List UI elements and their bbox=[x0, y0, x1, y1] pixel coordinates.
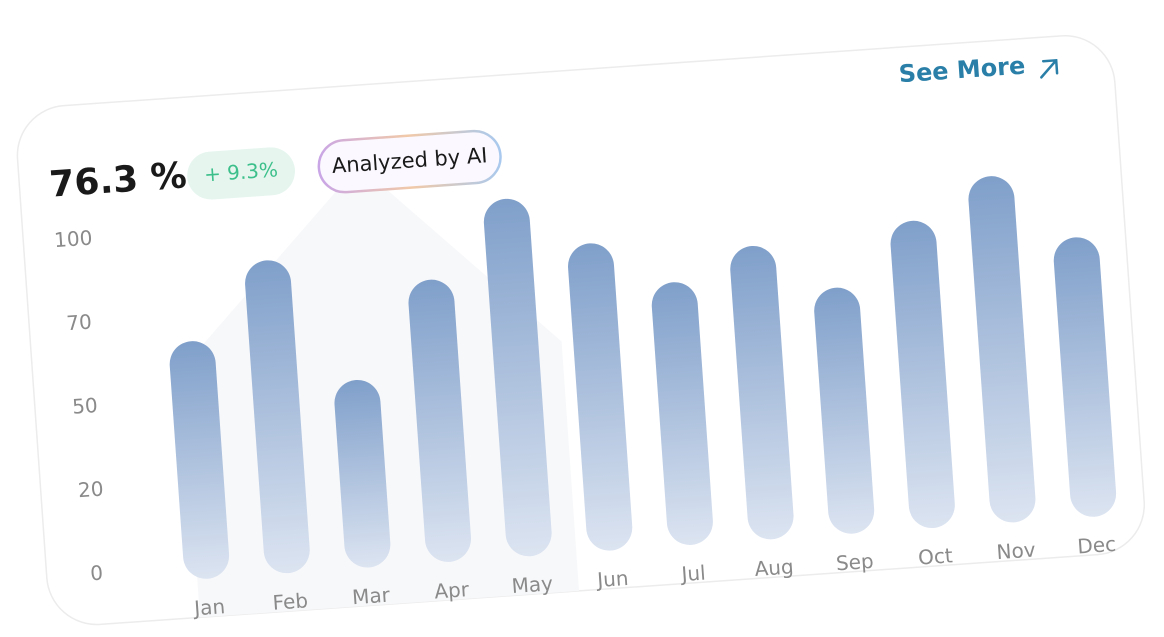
change-pill bbox=[187, 147, 296, 200]
x-tick-label: Dec bbox=[1077, 532, 1117, 559]
y-tick-label: 50 bbox=[71, 393, 98, 419]
bar bbox=[890, 220, 955, 529]
y-tick-label: 100 bbox=[53, 225, 93, 252]
bar bbox=[814, 287, 875, 534]
x-tick-label: Jul bbox=[679, 561, 707, 587]
bar bbox=[1053, 237, 1117, 517]
y-tick-label: 70 bbox=[66, 309, 93, 335]
bar bbox=[568, 243, 633, 551]
x-tick-label: Apr bbox=[433, 577, 470, 603]
bar bbox=[334, 379, 391, 568]
bar bbox=[408, 279, 471, 562]
x-tick-label: Oct bbox=[917, 543, 953, 569]
x-tick-label: Jun bbox=[594, 566, 629, 592]
x-tick-label: Sep bbox=[835, 549, 874, 576]
x-tick-label: Mar bbox=[351, 583, 391, 610]
bar bbox=[169, 341, 230, 579]
bar bbox=[651, 282, 713, 545]
headline-value: 76.3 % bbox=[48, 155, 188, 205]
x-tick-label: Aug bbox=[754, 554, 795, 581]
bar bbox=[968, 176, 1036, 523]
bar bbox=[730, 245, 794, 540]
ai-badge[interactable] bbox=[317, 129, 502, 194]
x-tick-label: May bbox=[511, 571, 554, 598]
y-tick-label: 20 bbox=[77, 477, 104, 503]
bar bbox=[483, 198, 552, 557]
change-text: + 9.3% bbox=[203, 157, 278, 186]
card: 76.3 % + 9.3% Analyzed by AI See More 02… bbox=[16, 34, 1146, 626]
x-tick-label: Feb bbox=[272, 588, 309, 614]
bar bbox=[245, 260, 310, 574]
plot: 0 20 50 70 100 Jan Feb Mar Apr May Jun Jul Aug Sep Oct… bbox=[53, 176, 1117, 620]
arrow-icon[interactable] bbox=[1040, 58, 1059, 79]
x-tick-label: Nov bbox=[996, 537, 1037, 564]
x-tick-label: Jan bbox=[191, 594, 225, 620]
y-tick-label: 0 bbox=[89, 561, 103, 586]
